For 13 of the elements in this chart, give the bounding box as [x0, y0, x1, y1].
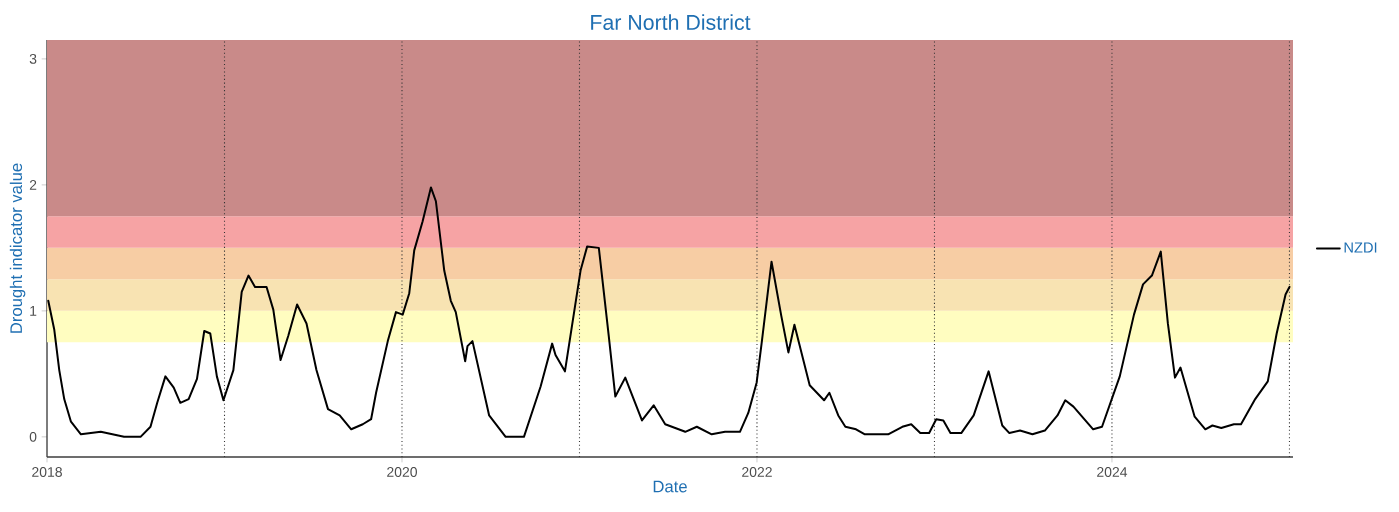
- chart-title: Far North District: [591, 14, 751, 30]
- x-tick-label: 2020: [387, 467, 418, 477]
- x-axis-title: Date: [653, 480, 687, 493]
- y-tick-label: 3: [29, 53, 37, 64]
- y-tick-label: 1: [30, 306, 37, 316]
- y-tick-label: 0: [29, 431, 37, 442]
- x-tick-label: 2018: [32, 467, 62, 477]
- x-tick-label: 2022: [742, 467, 772, 477]
- line-series: [47, 186, 1291, 438]
- y-tick-label: 2: [29, 180, 37, 190]
- x-tick-label: 2024: [1097, 467, 1128, 477]
- y-axis-title: Drought indicator value: [9, 163, 26, 333]
- legend-label: NZDI: [1344, 242, 1377, 253]
